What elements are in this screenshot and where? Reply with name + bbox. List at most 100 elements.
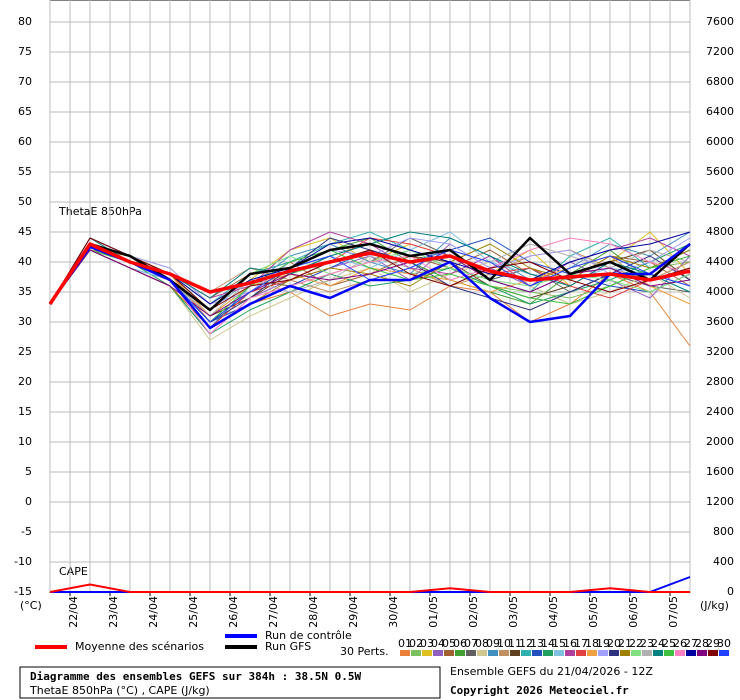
legend-label: Moyenne des scénarios (75, 640, 204, 653)
y2-tick-label: 6000 (706, 135, 734, 148)
series-line (48, 242, 691, 305)
y2-tick-label: 4400 (706, 255, 734, 268)
legend-swatch (587, 650, 597, 656)
footer-box (19, 666, 441, 699)
legend-swatch (477, 650, 487, 656)
y2-tick-label: 800 (713, 525, 734, 538)
legend-swatch (433, 650, 443, 656)
legend-label: 18 (585, 637, 599, 650)
y2-tick-label: 5600 (706, 165, 734, 178)
legend-swatch (466, 650, 476, 656)
legend-label: 02 (409, 637, 423, 650)
y-tick-label: -15 (14, 585, 32, 598)
series-line (48, 243, 691, 330)
y-tick-label: 20 (18, 375, 32, 388)
y2-tick-label: 5200 (706, 195, 734, 208)
legend-label: 26 (673, 637, 687, 650)
y-tick-label: -5 (21, 525, 32, 538)
legend-swatch (631, 650, 641, 656)
x-tick-label: 27/04 (267, 596, 280, 628)
y-tick-label: 50 (18, 195, 32, 208)
y2-unit: (J/kg) (700, 599, 729, 612)
legend-swatch (598, 650, 608, 656)
series-line (48, 236, 691, 312)
legend-swatch (620, 650, 630, 656)
y-tick-label: 55 (18, 165, 32, 178)
legend-label: 27 (684, 637, 698, 650)
legend-swatch (488, 650, 498, 656)
y2-tick-label: 1600 (706, 465, 734, 478)
y-tick-label: 0 (25, 495, 32, 508)
legend-label: 15 (552, 637, 566, 650)
legend-label: 17 (574, 637, 588, 650)
y2-tick-label: 2400 (706, 405, 734, 418)
y2-tick-label: 1200 (706, 495, 734, 508)
y2-tick-label: 3600 (706, 315, 734, 328)
legend-swatch (532, 650, 542, 656)
y2-tick-label: 3200 (706, 345, 734, 358)
y-tick-label: 30 (18, 315, 32, 328)
footer-run: Ensemble GEFS du 21/04/2026 - 12Z (450, 665, 653, 678)
legend-label: 09 (486, 637, 500, 650)
legend-swatch (510, 650, 520, 656)
x-tick-label: 23/04 (107, 596, 120, 628)
legend-swatch (565, 650, 575, 656)
legend-swatch (686, 650, 696, 656)
legend-label: 12 (519, 637, 533, 650)
y2-tick-label: 4800 (706, 225, 734, 238)
legend-label: 07 (464, 637, 478, 650)
legend-label: 22 (629, 637, 643, 650)
x-tick-label: 04/05 (547, 596, 560, 628)
x-tick-label: 03/05 (507, 596, 520, 628)
x-tick-label: 25/04 (187, 596, 200, 628)
cape-line (49, 583, 690, 593)
legend-swatch (708, 650, 718, 656)
footer-title: Diagramme des ensembles GEFS sur 384h : … (30, 670, 362, 683)
legend-swatch (521, 650, 531, 656)
y-tick-label: 5 (25, 465, 32, 478)
y-tick-label: 75 (18, 45, 32, 58)
perts-label: 30 Perts. (340, 645, 389, 658)
y-tick-label: 15 (18, 405, 32, 418)
legend-label: 29 (706, 637, 720, 650)
y2-tick-label: 2800 (706, 375, 734, 388)
y-tick-label: 60 (18, 135, 32, 148)
legend-label: 13 (530, 637, 544, 650)
legend-swatch (576, 650, 586, 656)
legend-label: 05 (442, 637, 456, 650)
footer-subtitle: ThetaE 850hPa (°C) , CAPE (J/kg) (29, 684, 210, 697)
legend-swatch (719, 650, 729, 656)
footer-copyright: Copyright 2026 Meteociel.fr (450, 684, 629, 697)
x-tick-label: 02/05 (467, 596, 480, 628)
x-tick-label: 06/05 (627, 596, 640, 628)
perturbation-line (49, 237, 691, 311)
legend-swatch (653, 650, 663, 656)
cape-label: CAPE (59, 565, 88, 578)
legend-label: 04 (431, 637, 445, 650)
y2-tick-label: 6400 (706, 105, 734, 118)
legend-label: 03 (420, 637, 434, 650)
y-tick-label: 25 (18, 345, 32, 358)
legend-label: 19 (596, 637, 610, 650)
legend-label: 06 (453, 637, 467, 650)
y-tick-label: 40 (18, 255, 32, 268)
y-tick-label: 65 (18, 105, 32, 118)
perturbation-line (49, 243, 691, 335)
legend-label: 28 (695, 637, 709, 650)
legend-swatch (400, 650, 410, 656)
legend-swatch (422, 650, 432, 656)
y-tick-label: 70 (18, 75, 32, 88)
legend-label: 16 (563, 637, 577, 650)
y-tick-label: 45 (18, 225, 32, 238)
y2-tick-label: 400 (713, 555, 734, 568)
y2-tick-label: 7200 (706, 45, 734, 58)
legend-label: 21 (618, 637, 632, 650)
x-tick-label: 24/04 (147, 596, 160, 628)
legend-swatch (444, 650, 454, 656)
y2-tick-label: 7600 (706, 15, 734, 28)
y2-tick-label: 2000 (706, 435, 734, 448)
legend-label: 01 (398, 637, 412, 650)
x-tick-label: 28/04 (307, 596, 320, 628)
legend-label: 10 (497, 637, 511, 650)
x-tick-label: 30/04 (387, 596, 400, 628)
